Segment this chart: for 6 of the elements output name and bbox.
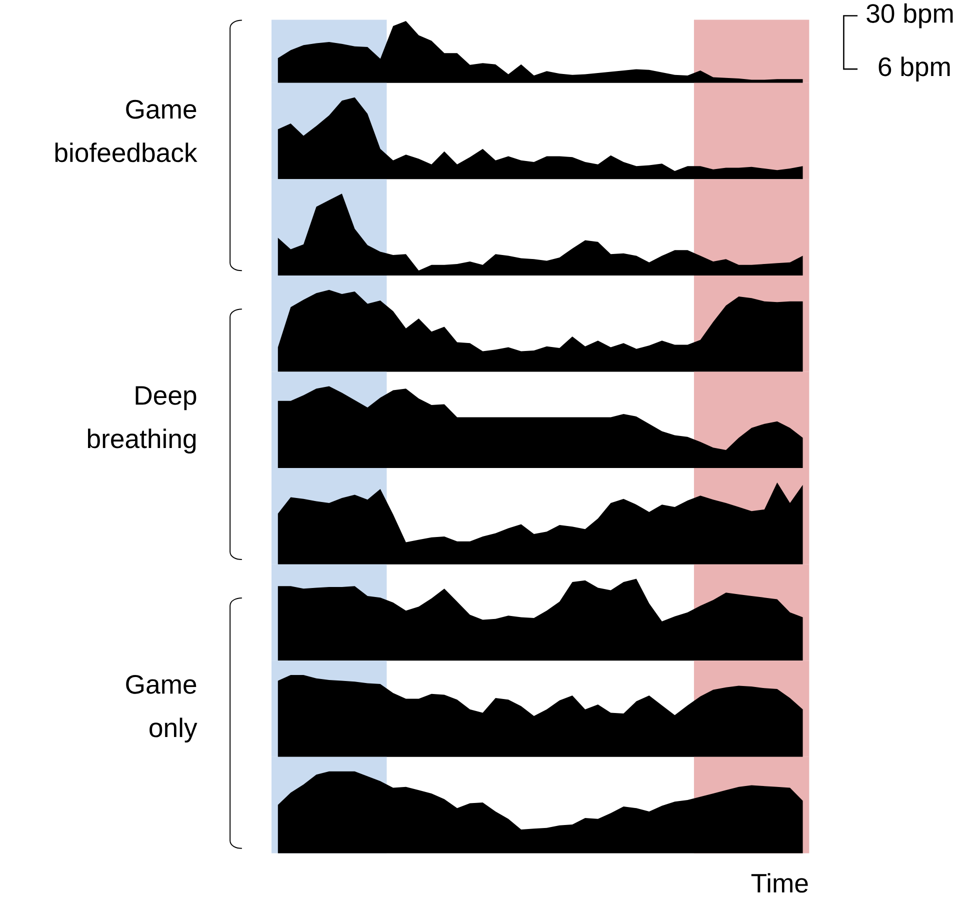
text: 30 bpm	[866, 4, 953, 28]
text: Game biofeedback	[55, 100, 198, 162]
text: Deep breathing	[88, 386, 196, 454]
text: 6 bpm	[878, 56, 950, 82]
text: Game only	[126, 675, 198, 743]
x-axis-title: Time	[751, 873, 808, 893]
